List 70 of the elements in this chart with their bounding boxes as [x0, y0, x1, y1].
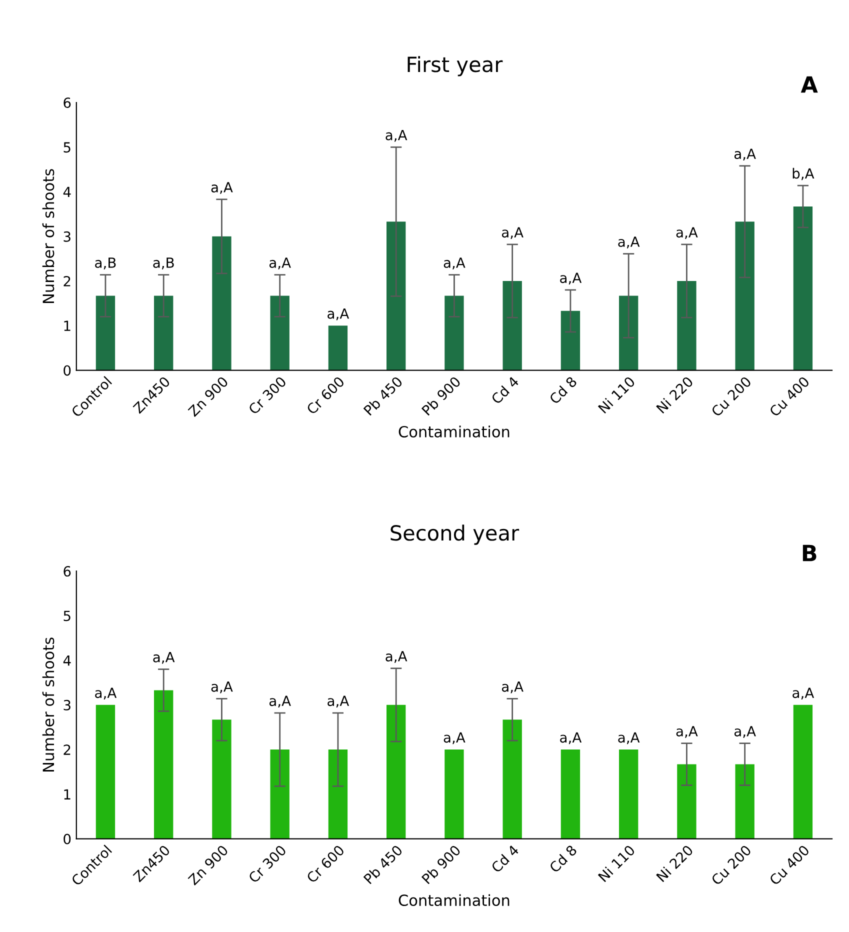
annotation: a,A	[328, 308, 350, 320]
y-tick-label: 2	[64, 744, 70, 755]
x-tick-label: Cd 4	[490, 376, 520, 405]
annotation: a,A	[386, 651, 408, 663]
x-tick-label: Cr 600	[306, 844, 345, 884]
x-tick-label: Ni 110	[598, 376, 636, 414]
annotation: a,B	[153, 258, 174, 270]
x-tick-label: Cd 8	[548, 376, 578, 405]
y-tick-label: 6	[64, 566, 71, 577]
y-axis-title: Number of shoots	[42, 638, 54, 772]
annotation: a,A	[444, 258, 466, 270]
y-tick-label: 2	[64, 276, 70, 286]
x-tick-label: Pb 450	[363, 844, 404, 884]
y-tick-label: 4	[63, 186, 71, 198]
annotation: a,A	[618, 236, 640, 248]
y-tick-label: 5	[64, 142, 70, 153]
x-tick-label: Pb 450	[363, 376, 404, 416]
chart-title: Second year	[390, 524, 520, 545]
annotation: a,A	[502, 682, 524, 694]
y-axis-title: Number of shoots	[42, 169, 54, 303]
x-tick-label: Pb 900	[421, 376, 462, 416]
x-tick-label: Cu 400	[768, 844, 810, 886]
x-tick-label: Cu 200	[710, 376, 752, 418]
x-tick-label: Pb 900	[421, 844, 462, 884]
y-tick-label: 6	[64, 97, 71, 108]
x-tick-label: Cd 4	[490, 844, 520, 874]
x-tick-label: Zn 900	[188, 376, 229, 418]
annotation: a,A	[95, 688, 117, 700]
annotation: a,A	[153, 652, 175, 664]
x-tick-label: Cr 600	[306, 376, 345, 415]
annotation: a,A	[734, 148, 756, 160]
annotation: a,A	[269, 696, 291, 708]
annotation: a,A	[444, 732, 466, 744]
annotation: a,B	[95, 258, 116, 270]
x-tick-label: Ni 220	[656, 376, 694, 414]
annotation: a,A	[676, 726, 698, 738]
annotation: a,A	[211, 182, 233, 194]
x-tick-label: Ni 220	[656, 844, 694, 882]
annotation: a,A	[328, 696, 350, 708]
y-tick-label: 3	[64, 700, 70, 710]
text: A	[800, 76, 818, 93]
x-tick-label: Cu 200	[710, 844, 752, 886]
x-axis-title: Contamination	[398, 426, 510, 438]
annotation: a,A	[211, 682, 233, 694]
y-tick-label: 4	[63, 655, 71, 666]
x-tick-label: Cr 300	[248, 844, 287, 884]
y-tick-label: 5	[64, 610, 70, 622]
annotation: a,A	[502, 227, 524, 239]
annotation: a,A	[386, 130, 408, 142]
x-tick-label: Cr 300	[248, 376, 287, 415]
x-tick-label: Ni 110	[598, 844, 636, 882]
annotation: b,A	[792, 168, 814, 180]
annotation: a,A	[269, 258, 291, 270]
annotation: a,A	[676, 227, 698, 239]
x-tick-label: Cd 8	[548, 844, 578, 874]
y-tick-label: 1	[64, 789, 70, 800]
x-tick-label: Zn 900	[188, 844, 229, 886]
annotation: a,A	[792, 688, 814, 700]
x-tick-label: Cu 400	[768, 376, 810, 418]
annotation: a,A	[734, 726, 756, 738]
annotation: a,A	[560, 732, 582, 744]
annotation: a,A	[618, 732, 640, 744]
x-axis-title: Contamination	[398, 894, 510, 906]
annotation: a,A	[560, 272, 582, 284]
chart-title: First year	[408, 56, 503, 76]
text: B	[802, 544, 816, 562]
y-tick-label: 1	[64, 320, 70, 331]
y-tick-label: 0	[64, 365, 71, 376]
y-tick-label: 0	[64, 834, 71, 844]
y-tick-label: 3	[64, 231, 70, 242]
